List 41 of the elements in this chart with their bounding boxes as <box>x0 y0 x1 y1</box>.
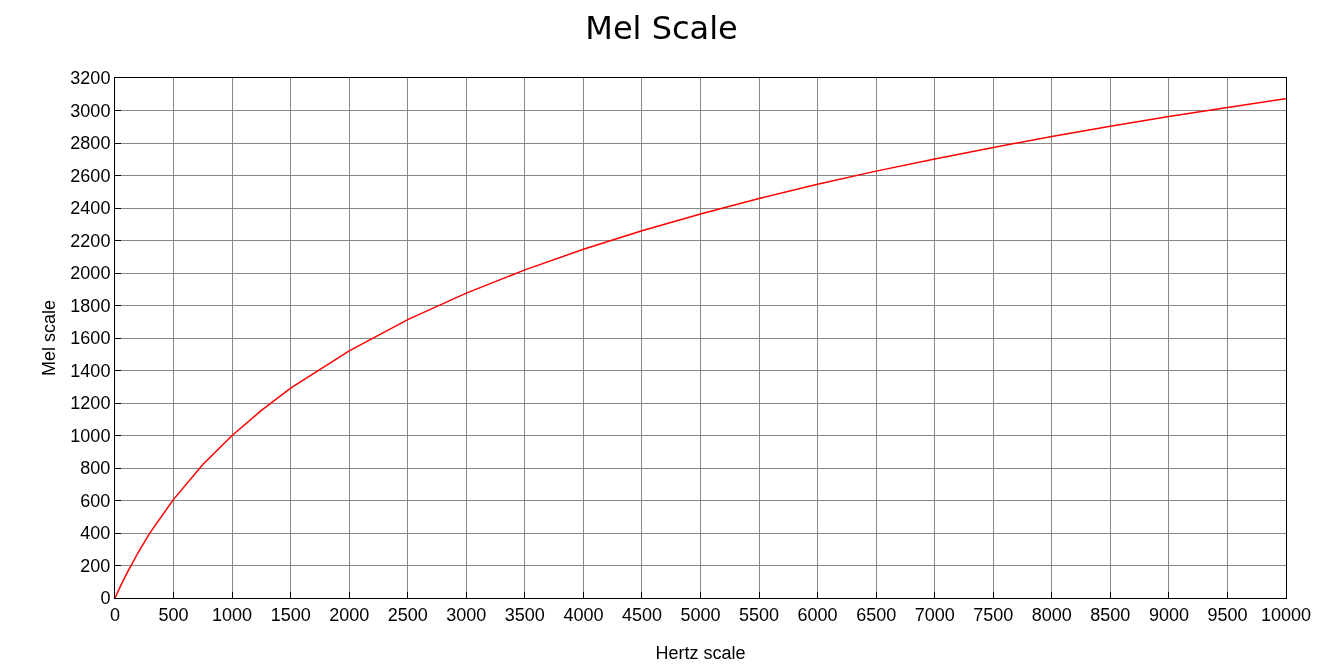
x-tick-label: 5500 <box>739 604 780 625</box>
x-tick-label: 3000 <box>446 604 487 625</box>
x-tick-label: 10000 <box>1260 604 1312 625</box>
x-tick-label: 7000 <box>914 604 955 625</box>
y-tick-label: 400 <box>80 523 111 544</box>
x-tick-label: 9500 <box>1207 604 1248 625</box>
chart-title: Mel Scale <box>585 9 738 48</box>
x-tick-label: 1000 <box>212 604 253 625</box>
y-tick-label: 2400 <box>70 198 111 219</box>
y-tick-label: 200 <box>80 555 111 576</box>
y-tick-label: 2200 <box>70 230 111 251</box>
y-tick-label: 600 <box>80 490 111 511</box>
x-tick-label: 4000 <box>563 604 604 625</box>
y-tick-label: 1000 <box>70 425 111 446</box>
x-tick-label: 2500 <box>387 604 428 625</box>
y-tick-label: 0 <box>100 588 111 609</box>
x-tick-label: 1500 <box>270 604 311 625</box>
y-tick-label: 1800 <box>70 295 111 316</box>
x-tick-label: 6000 <box>797 604 838 625</box>
x-axis-title: Hertz scale <box>655 642 746 663</box>
y-tick-label: 1600 <box>70 328 111 349</box>
y-tick-label: 800 <box>80 458 111 479</box>
x-tick-label: 5000 <box>680 604 721 625</box>
y-tick-label: 3000 <box>70 100 111 121</box>
x-tick-label: 8500 <box>1090 604 1131 625</box>
line-series <box>115 97 1286 598</box>
y-tick-label: 1200 <box>70 393 111 414</box>
x-tick-label: 8000 <box>1031 604 1072 625</box>
y-tick-label: 3200 <box>70 68 111 89</box>
x-tick-label: 3500 <box>504 604 545 625</box>
y-tick-label: 2000 <box>70 263 111 284</box>
y-tick-label: 1400 <box>70 360 111 381</box>
y-tick-label: 2800 <box>70 133 111 154</box>
y-axis-title: Mel scale <box>38 299 59 377</box>
x-tick-label: 500 <box>158 604 189 625</box>
x-tick-label: 2000 <box>329 604 370 625</box>
x-tick-label: 9000 <box>1148 604 1189 625</box>
y-tick-label: 2600 <box>70 165 111 186</box>
x-tick-label: 4500 <box>621 604 662 625</box>
x-tick-label: 7500 <box>973 604 1014 625</box>
x-tick-label: 6500 <box>856 604 897 625</box>
